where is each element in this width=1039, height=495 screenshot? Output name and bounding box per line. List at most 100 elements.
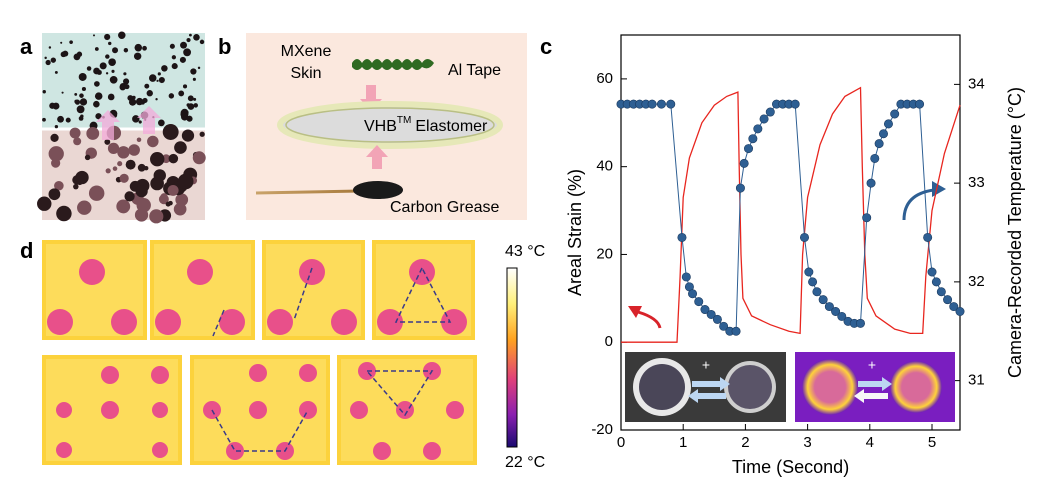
- y-tick-label: 20: [596, 245, 613, 262]
- data-point: [681, 272, 691, 282]
- pore: [61, 91, 64, 94]
- pore: [199, 39, 205, 45]
- data-point: [878, 129, 888, 139]
- x-axis-title: Time (Second): [732, 457, 849, 477]
- pore: [142, 45, 147, 51]
- pore: [105, 72, 109, 75]
- thermal-spot: [79, 259, 105, 285]
- blotch: [131, 181, 138, 189]
- pore: [155, 98, 158, 101]
- thermal-spot: [299, 259, 325, 285]
- blotch: [199, 131, 205, 137]
- thermal-spot: [446, 401, 464, 419]
- thermal-spot: [47, 309, 73, 335]
- diagram-label: MXene: [281, 43, 332, 60]
- pore: [185, 49, 189, 53]
- inset-label: +: [702, 357, 710, 373]
- thermal-spot: [299, 364, 317, 382]
- thermal-spot: [101, 366, 119, 384]
- pore: [197, 66, 201, 70]
- data-point: [943, 295, 953, 305]
- blotch: [150, 152, 165, 167]
- data-point: [883, 119, 893, 129]
- blotch: [147, 135, 159, 148]
- pore: [178, 90, 185, 97]
- thermal-spot: [219, 309, 245, 335]
- data-point: [870, 153, 880, 163]
- guide-line: [211, 409, 309, 452]
- superscript: TM: [397, 115, 411, 126]
- pore: [48, 46, 52, 49]
- blotch: [48, 188, 61, 201]
- blotch: [149, 209, 164, 224]
- data-point: [818, 295, 828, 305]
- data-point: [808, 277, 818, 287]
- data-point: [712, 314, 722, 324]
- blotch: [54, 180, 64, 191]
- colorbar: [506, 267, 518, 448]
- pore: [179, 56, 186, 63]
- y2-axis-title: Camera-Recorded Temperature (°C): [1005, 87, 1025, 378]
- thermal-spot: [441, 309, 467, 335]
- thermal-spot: [377, 309, 403, 335]
- blotch: [167, 184, 179, 196]
- pore: [60, 51, 67, 58]
- panel-label: b: [218, 34, 231, 59]
- panel-label: d: [20, 238, 33, 263]
- data-point: [804, 267, 814, 277]
- thermal-spot: [350, 401, 368, 419]
- blotch: [73, 183, 79, 190]
- thermal-spot: [267, 309, 293, 335]
- pore: [192, 77, 196, 81]
- y-tick-label: -20: [591, 421, 613, 438]
- pore: [171, 63, 178, 70]
- blotch: [168, 153, 179, 164]
- thermal-spot: [56, 402, 72, 418]
- pore: [138, 120, 142, 124]
- pore: [54, 70, 58, 74]
- thermal-spot: [111, 309, 137, 335]
- guide-line: [212, 309, 225, 337]
- pore: [52, 102, 60, 110]
- pore: [193, 34, 200, 41]
- diagram-label: Al Tape: [448, 62, 501, 79]
- data-point: [824, 302, 834, 312]
- pore: [81, 86, 86, 92]
- y-axis-title: Areal Strain (%): [565, 169, 585, 296]
- pore: [132, 115, 140, 123]
- blotch: [135, 185, 148, 198]
- pore: [112, 47, 119, 54]
- blotch: [158, 194, 169, 205]
- blotch: [177, 173, 194, 190]
- pore: [94, 47, 99, 51]
- pore: [99, 62, 107, 70]
- data-point: [931, 277, 941, 287]
- pore: [73, 53, 81, 61]
- data-point: [837, 311, 847, 321]
- pore: [187, 95, 194, 102]
- data-point: [731, 326, 741, 336]
- pore: [79, 98, 88, 106]
- pore: [133, 52, 142, 60]
- thermal-spot: [152, 402, 168, 418]
- axis-arrow: [628, 306, 642, 318]
- insets: + +: [625, 352, 955, 422]
- inset-label: +: [868, 357, 876, 373]
- data-point: [647, 99, 657, 109]
- pore: [42, 90, 46, 94]
- data-point: [831, 306, 841, 316]
- data-point: [949, 302, 959, 312]
- pore: [146, 90, 153, 97]
- axis-arrow: [932, 181, 946, 197]
- pore: [157, 119, 165, 127]
- diagram-label: Skin: [290, 65, 321, 82]
- data-point: [694, 297, 704, 307]
- pore: [186, 115, 193, 122]
- pore: [123, 72, 127, 76]
- pore: [190, 68, 197, 75]
- colorbar-label: 22 °C: [505, 454, 545, 471]
- data-point: [666, 99, 676, 109]
- pore: [54, 124, 59, 129]
- blotch: [73, 137, 82, 146]
- blotch: [77, 200, 92, 215]
